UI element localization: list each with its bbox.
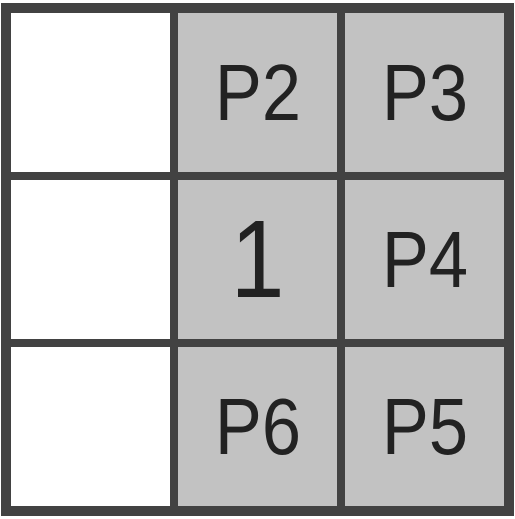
cell-label: P5 bbox=[381, 381, 467, 473]
cell-label: P3 bbox=[381, 47, 467, 139]
grid-cell-empty-r2c0 bbox=[11, 347, 170, 506]
grid-cell-empty-r0c0 bbox=[11, 13, 170, 172]
grid-cell-P5: P5 bbox=[345, 347, 504, 506]
grid-diagram: P2 P3 1 P4 P6 P5 bbox=[1, 3, 514, 516]
cell-label: 1 bbox=[231, 196, 285, 323]
grid-cell-P4: P4 bbox=[345, 180, 504, 339]
grid-cell-empty-r1c0 bbox=[11, 180, 170, 339]
grid-cell-1: 1 bbox=[178, 180, 337, 339]
grid-cell-P6: P6 bbox=[178, 347, 337, 506]
grid-cell-P2: P2 bbox=[178, 13, 337, 172]
cell-label: P2 bbox=[214, 47, 300, 139]
grid-cell-P3: P3 bbox=[345, 13, 504, 172]
cell-label: P6 bbox=[214, 381, 300, 473]
cell-label: P4 bbox=[381, 214, 467, 306]
